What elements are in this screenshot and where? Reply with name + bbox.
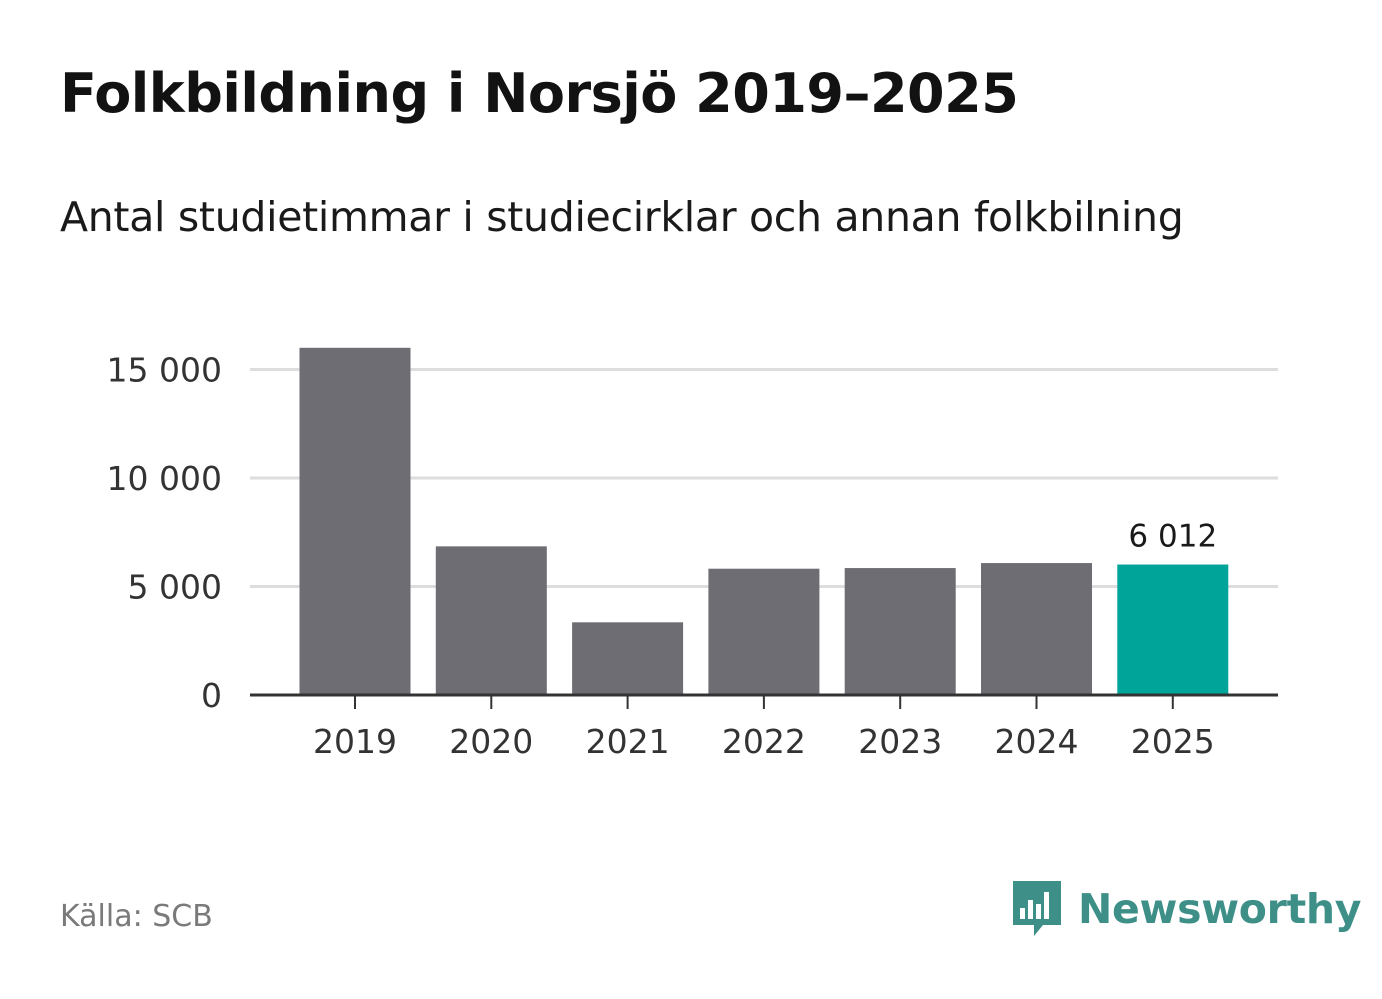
data-labels: 6 012 [1128, 519, 1217, 555]
chart-subtitle: Antal studietimmar i studiecirklar och a… [60, 193, 1184, 241]
bar-2024 [981, 563, 1092, 695]
y-axis-ticks: 0 5 000 10 000 15 000 [107, 351, 222, 716]
x-tick-label: 2022 [722, 722, 806, 761]
source-note: Källa: SCB [60, 899, 213, 934]
x-tick-label: 2025 [1131, 722, 1215, 761]
x-tick-label: 2019 [313, 722, 397, 761]
bar-2025 [1117, 564, 1229, 695]
x-tick-label: 2021 [586, 722, 670, 761]
bar-2023 [844, 568, 956, 695]
bar-2021 [572, 622, 684, 695]
y-tick-label: 5 000 [128, 568, 222, 607]
chart-title: Folkbildning i Norsjö 2019–2025 [60, 62, 1019, 125]
bars [299, 347, 1229, 695]
y-tick-label: 0 [201, 676, 222, 715]
x-tick-label: 2023 [858, 722, 942, 761]
brand-name: Newsworthy [1078, 885, 1362, 933]
newsworthy-logo-icon [1013, 881, 1061, 936]
y-tick-label: 10 000 [107, 459, 222, 498]
y-tick-label: 15 000 [107, 351, 222, 390]
brand-logo: Newsworthy [1010, 878, 1361, 940]
bar-2020 [435, 546, 547, 695]
x-tick-label: 2024 [995, 722, 1079, 761]
highlight-value-label: 6 012 [1128, 519, 1217, 555]
x-tick-label: 2020 [449, 722, 533, 761]
bar-2022 [708, 568, 820, 695]
bar-2019 [299, 347, 411, 695]
x-axis: 2019 2020 2021 2022 2023 2024 2025 [250, 693, 1278, 761]
